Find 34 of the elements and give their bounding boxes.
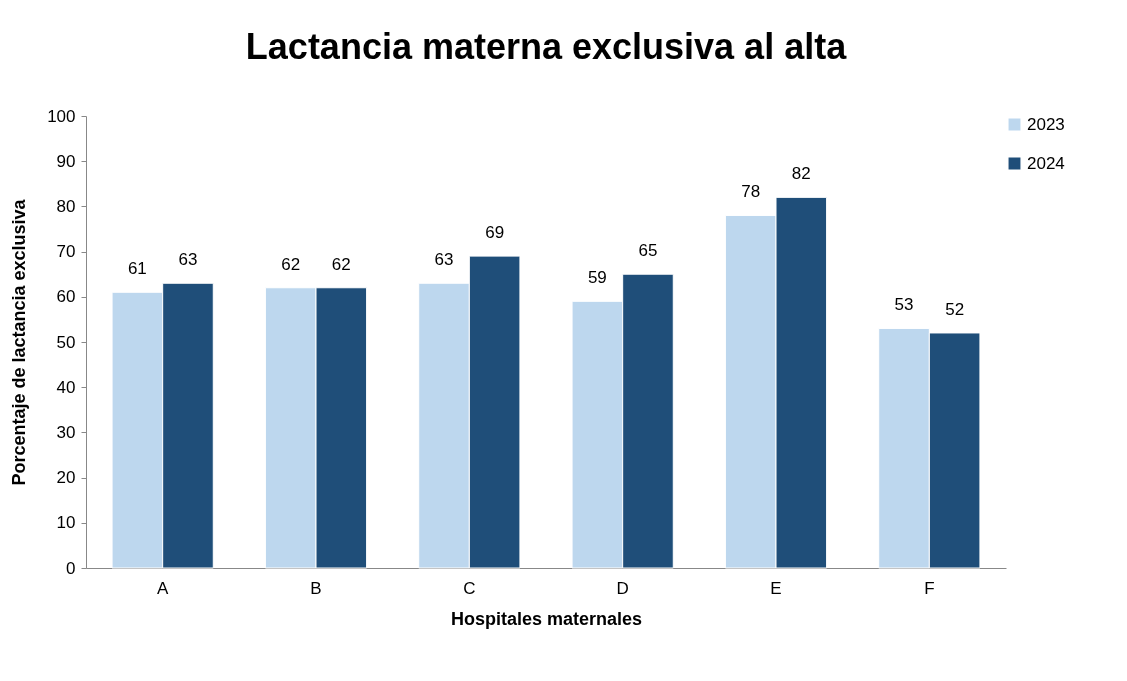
x-tick-label: C [463,578,476,598]
x-tick-label: F [924,578,935,598]
y-tick-label: 100 [47,106,76,126]
y-tick-label: 80 [56,196,76,216]
x-tick-label: D [616,578,629,598]
data-label: 82 [791,164,811,184]
data-label: 61 [127,259,147,279]
x-tick-label: E [770,578,782,598]
data-label: 69 [485,223,505,243]
y-tick-label: 60 [56,287,76,307]
x-axis-title: Hospitales maternales [450,608,643,629]
data-label: 78 [741,182,761,202]
y-tick-label: 40 [56,377,76,397]
data-label: 62 [331,254,351,274]
y-tick-label: 70 [56,242,76,262]
y-tick-label: 10 [56,513,76,533]
y-tick-label: 0 [66,558,76,578]
y-tick-label: 20 [56,468,76,488]
data-label: 62 [281,254,301,274]
y-axis-title: Porcentaje de lactancia exclusiva [9,198,30,486]
data-label: 52 [945,299,965,319]
data-label: 59 [587,268,607,288]
y-tick-label: 90 [56,151,76,171]
y-tick-label: 30 [56,422,76,442]
chart-title: Lactancia materna exclusiva al alta [245,26,848,67]
legend-label: 2023 [1027,114,1065,134]
y-tick-label: 50 [56,332,76,352]
legend-label: 2024 [1027,153,1065,173]
x-tick-label: A [156,578,169,598]
data-label: 65 [638,241,658,261]
data-label: 63 [178,250,198,270]
x-tick-label: B [310,578,322,598]
data-label: 53 [894,295,914,315]
data-label: 63 [434,250,454,270]
